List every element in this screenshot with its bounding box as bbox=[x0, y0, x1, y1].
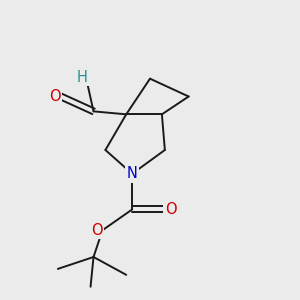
Text: H: H bbox=[77, 70, 88, 85]
Text: N: N bbox=[127, 166, 138, 181]
Text: O: O bbox=[49, 89, 61, 104]
Text: O: O bbox=[165, 202, 176, 217]
Text: O: O bbox=[91, 223, 102, 238]
